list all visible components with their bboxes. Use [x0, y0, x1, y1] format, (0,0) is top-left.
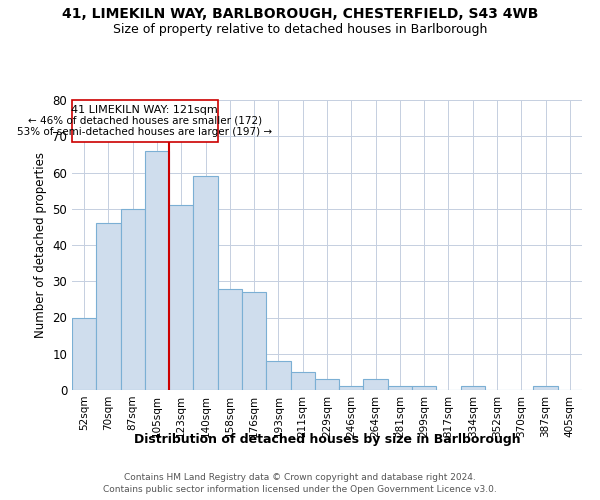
Text: Contains public sector information licensed under the Open Government Licence v3: Contains public sector information licen… — [103, 485, 497, 494]
Bar — [169, 205, 193, 390]
Bar — [388, 386, 412, 390]
Bar — [533, 386, 558, 390]
Bar — [364, 379, 388, 390]
Text: ← 46% of detached houses are smaller (172): ← 46% of detached houses are smaller (17… — [28, 116, 262, 126]
Bar — [461, 386, 485, 390]
Bar — [72, 318, 96, 390]
Bar — [121, 209, 145, 390]
Y-axis label: Number of detached properties: Number of detached properties — [34, 152, 47, 338]
Text: Contains HM Land Registry data © Crown copyright and database right 2024.: Contains HM Land Registry data © Crown c… — [124, 472, 476, 482]
Bar — [96, 223, 121, 390]
Text: 53% of semi-detached houses are larger (197) →: 53% of semi-detached houses are larger (… — [17, 126, 272, 136]
Bar — [290, 372, 315, 390]
Bar — [145, 151, 169, 390]
Bar — [72, 100, 218, 141]
Bar — [242, 292, 266, 390]
Bar — [193, 176, 218, 390]
Text: Size of property relative to detached houses in Barlborough: Size of property relative to detached ho… — [113, 22, 487, 36]
Bar — [412, 386, 436, 390]
Bar — [339, 386, 364, 390]
Text: 41 LIMEKILN WAY: 121sqm: 41 LIMEKILN WAY: 121sqm — [71, 105, 218, 115]
Text: Distribution of detached houses by size in Barlborough: Distribution of detached houses by size … — [134, 432, 520, 446]
Bar — [266, 361, 290, 390]
Bar — [218, 288, 242, 390]
Text: 41, LIMEKILN WAY, BARLBOROUGH, CHESTERFIELD, S43 4WB: 41, LIMEKILN WAY, BARLBOROUGH, CHESTERFI… — [62, 8, 538, 22]
Bar — [315, 379, 339, 390]
